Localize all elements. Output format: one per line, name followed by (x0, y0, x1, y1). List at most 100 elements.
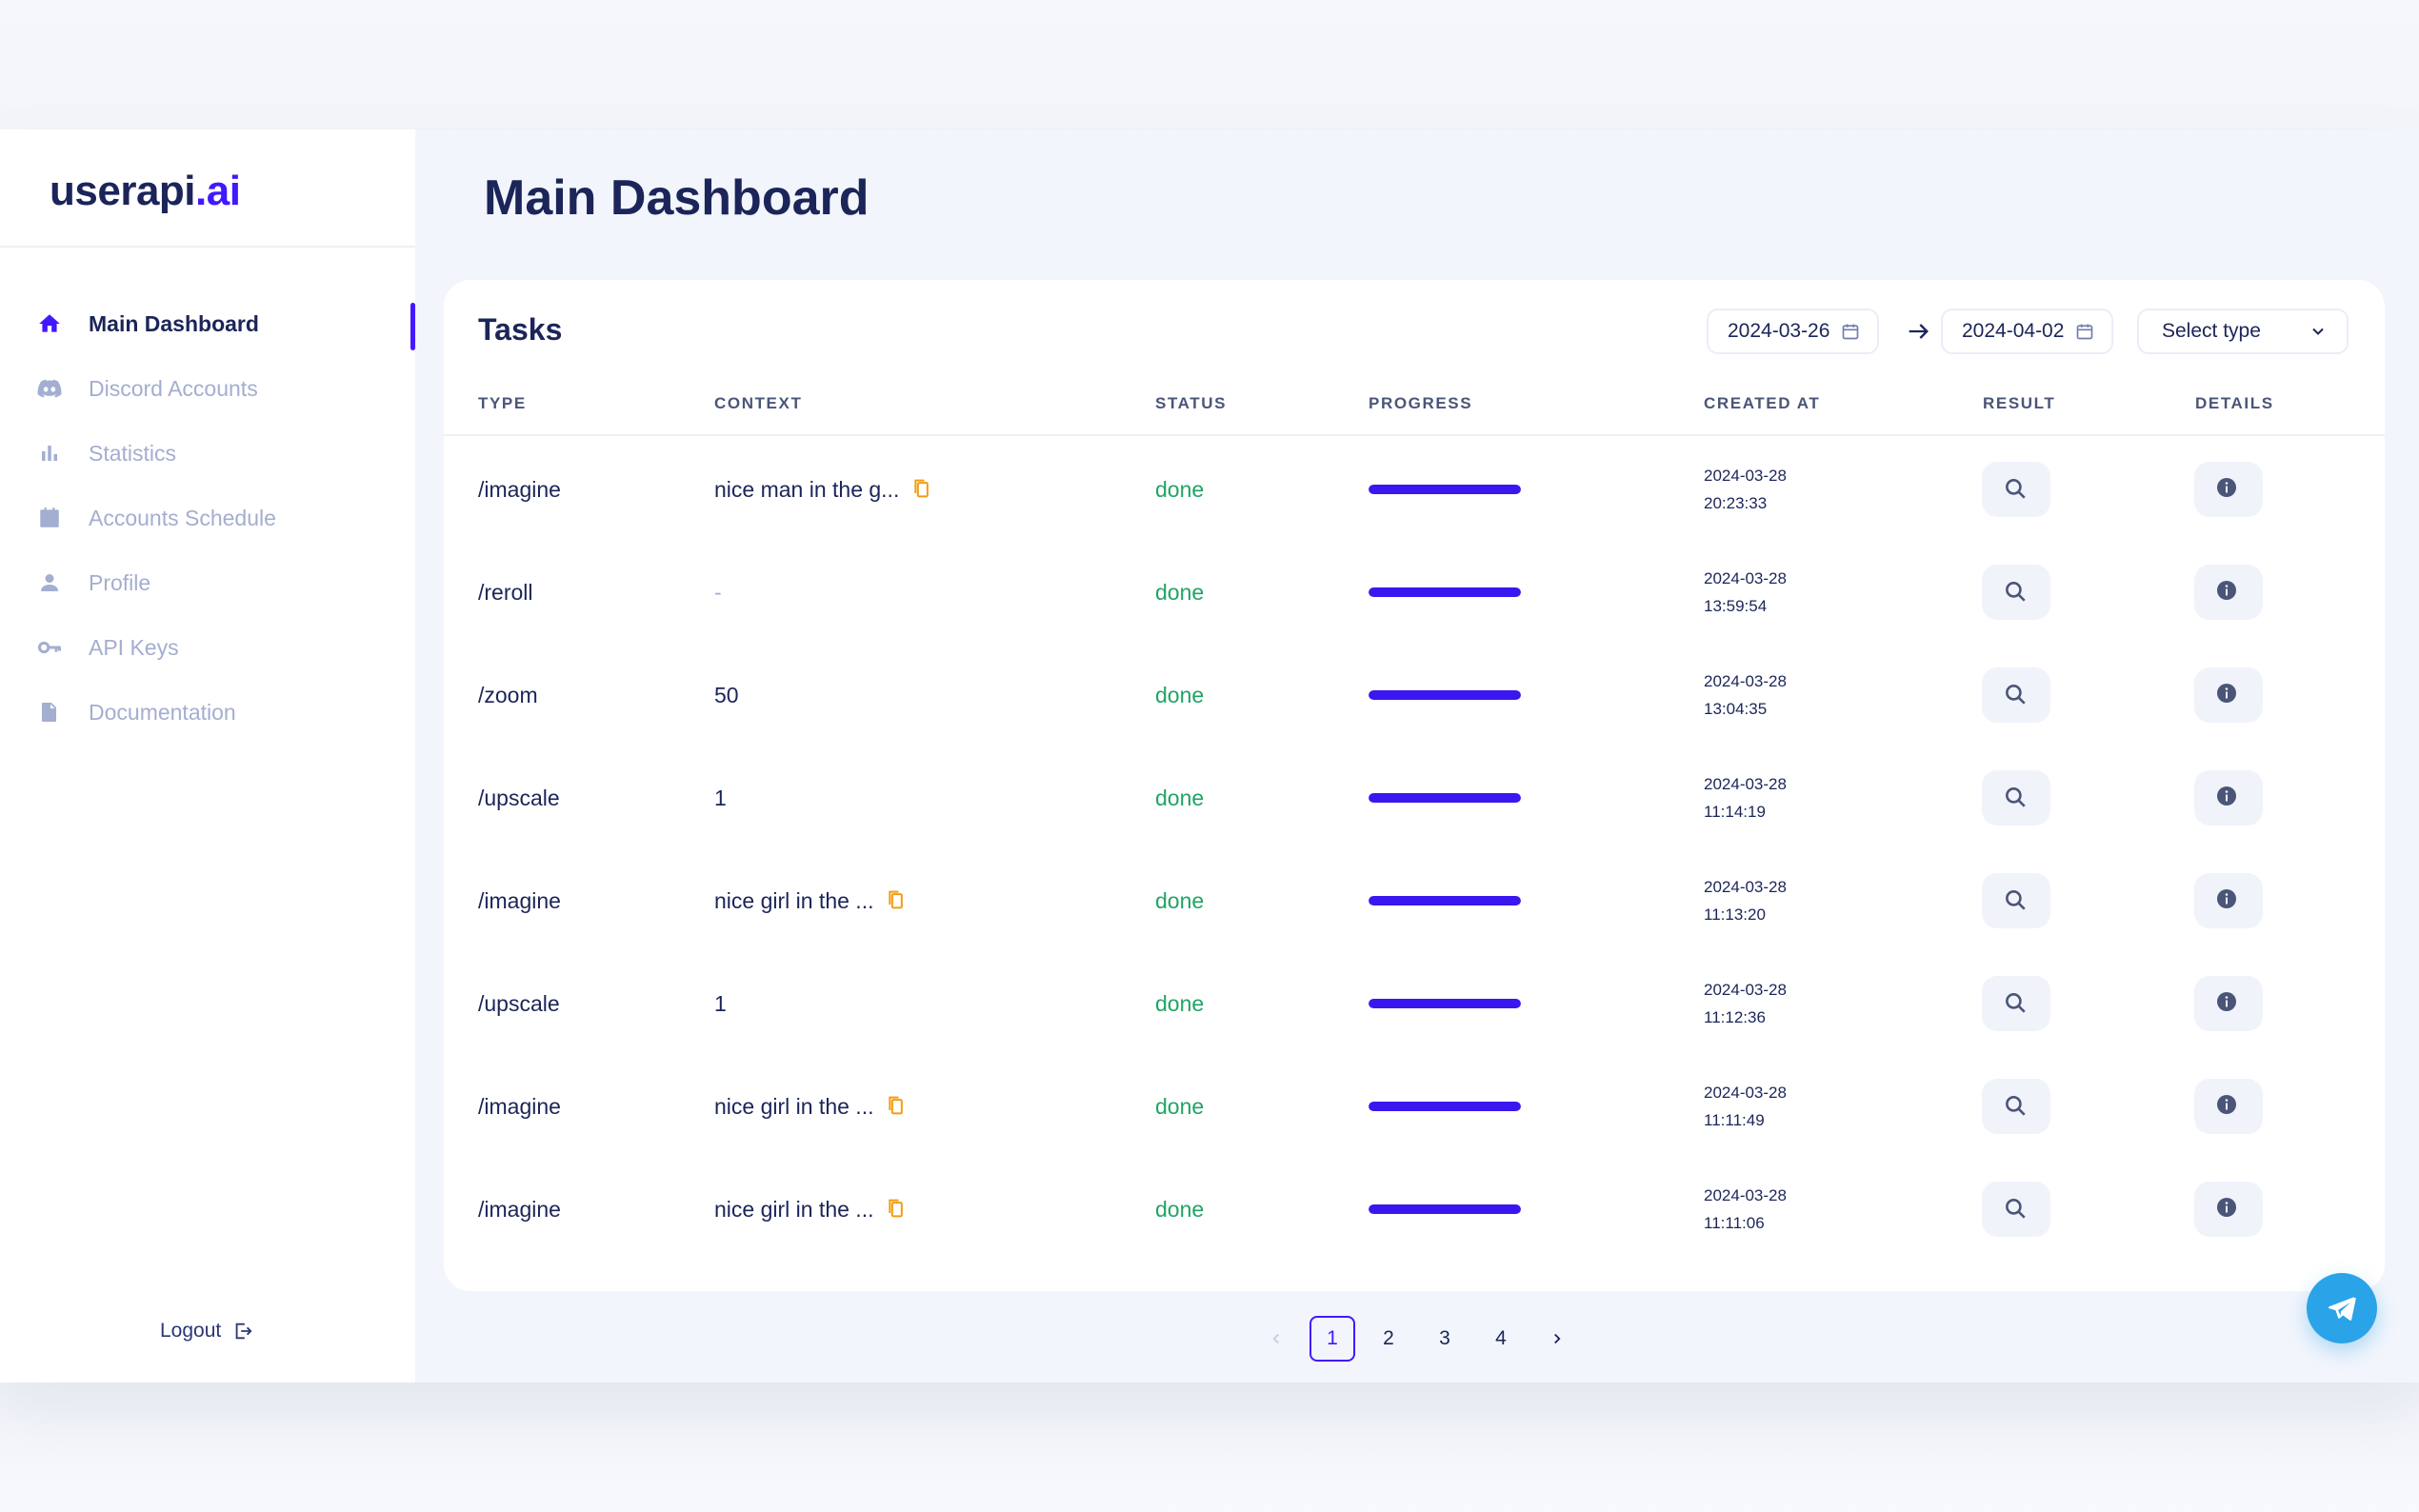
view-details-button[interactable] (2194, 667, 2263, 723)
progress-bar (1369, 1102, 1521, 1111)
progress-bar (1369, 1204, 1521, 1214)
copy-icon[interactable] (887, 1094, 908, 1119)
sidebar-item-statistics[interactable]: Statistics (0, 421, 415, 486)
copy-icon[interactable] (887, 888, 908, 913)
status-badge: done (1155, 476, 1205, 502)
created-time: 11:14:19 (1704, 803, 1766, 821)
sidebar-item-accounts-schedule[interactable]: Accounts Schedule (0, 486, 415, 550)
page-button-3[interactable]: 3 (1439, 1327, 1450, 1349)
view-details-button[interactable] (2194, 565, 2263, 620)
status-badge: done (1155, 785, 1205, 810)
status-badge: done (1155, 1196, 1205, 1222)
view-details-button[interactable] (2194, 1079, 2263, 1134)
view-result-button[interactable] (1982, 770, 2050, 826)
view-details-button[interactable] (2194, 462, 2263, 517)
sidebar: userapi.ai Main Dashboard Discord Accoun… (0, 129, 415, 1383)
cell-type: /upscale (478, 785, 560, 810)
page-button-2[interactable]: 2 (1383, 1327, 1394, 1349)
view-result-button[interactable] (1982, 565, 2050, 620)
cell-progress (1369, 952, 1521, 1055)
view-details-button[interactable] (2194, 770, 2263, 826)
brand-logo[interactable]: userapi.ai (50, 168, 241, 234)
table-row: /imagine nice girl in the ... done 2024-03-… (444, 1055, 2385, 1158)
progress-bar-fill (1369, 896, 1521, 905)
search-icon (2003, 682, 2029, 708)
date-to-value: 2024-04-02 (1962, 320, 2065, 342)
sidebar-item-profile[interactable]: Profile (0, 550, 415, 615)
date-to-picker[interactable]: 2024-04-02 (1941, 308, 2114, 354)
brand-name: userapi (50, 168, 196, 214)
sidebar-item-api-keys[interactable]: API Keys (0, 615, 415, 680)
cell-created-at: 2024-03-28 11:11:06 (1704, 1158, 1787, 1261)
progress-bar-fill (1369, 999, 1521, 1008)
brand-suffix: .ai (195, 168, 241, 214)
cell-result (1982, 1158, 2050, 1261)
column-header-context: CONTEXT (714, 394, 803, 412)
view-result-button[interactable] (1982, 976, 2050, 1031)
view-details-button[interactable] (2194, 976, 2263, 1031)
cell-context: 1 (714, 952, 727, 1055)
logout-button[interactable]: Logout (160, 1320, 253, 1343)
cell-created-at: 2024-03-28 11:11:49 (1704, 1055, 1787, 1158)
created-date: 2024-03-28 (1704, 775, 1787, 793)
page-button-4[interactable]: 4 (1495, 1327, 1507, 1349)
type-select-placeholder: Select type (2162, 320, 2261, 342)
page-button-1[interactable]: 1 (1309, 1316, 1355, 1362)
prev-page-button[interactable] (1253, 1316, 1299, 1362)
chevron-down-icon (2309, 322, 2328, 341)
tasks-table-body: /imagine nice man in the g... done 2024-03-… (444, 438, 2385, 1261)
table-row: /imagine nice girl in the ... done 2024-03-… (444, 849, 2385, 952)
table-row: /upscale 1 done 2024-03-28 11:12:36 (444, 952, 2385, 1055)
view-result-button[interactable] (1982, 1079, 2050, 1134)
bottom-backdrop (0, 1383, 2419, 1512)
cell-result (1982, 952, 2050, 1055)
cell-details (2194, 746, 2263, 849)
cell-context: 1 (714, 746, 727, 849)
tasks-card: Tasks 2024-03-26 2024-04-02 Select type … (444, 280, 2385, 1291)
progress-bar-fill (1369, 793, 1521, 803)
type-select[interactable]: Select type (2137, 308, 2349, 354)
view-details-button[interactable] (2194, 873, 2263, 928)
search-icon (2003, 1093, 2029, 1120)
cell-result (1982, 1055, 2050, 1158)
view-details-button[interactable] (2194, 1182, 2263, 1237)
sidebar-item-documentation[interactable]: Documentation (0, 680, 415, 745)
cell-progress (1369, 541, 1521, 644)
progress-bar (1369, 485, 1521, 494)
progress-bar-fill (1369, 1204, 1521, 1214)
cell-created-at: 2024-03-28 11:12:36 (1704, 952, 1787, 1055)
created-time: 11:12:36 (1704, 1008, 1766, 1026)
cell-progress (1369, 438, 1521, 541)
cell-created-at: 2024-03-28 20:23:33 (1704, 438, 1787, 541)
view-result-button[interactable] (1982, 873, 2050, 928)
calendar-icon (2075, 322, 2094, 341)
next-page-button[interactable] (1534, 1316, 1580, 1362)
created-time: 13:59:54 (1704, 597, 1768, 615)
copy-icon[interactable] (912, 477, 933, 502)
cell-context: 50 (714, 644, 739, 746)
cell-progress (1369, 1158, 1521, 1261)
cell-result (1982, 541, 2050, 644)
progress-bar (1369, 587, 1521, 597)
sidebar-item-label: Main Dashboard (89, 310, 259, 336)
cell-type: /zoom (478, 682, 538, 707)
view-result-button[interactable] (1982, 462, 2050, 517)
context-text: 1 (714, 785, 727, 810)
context-text: nice girl in the ... (714, 1196, 874, 1222)
document-icon (36, 699, 63, 726)
view-result-button[interactable] (1982, 667, 2050, 723)
created-date: 2024-03-28 (1704, 467, 1787, 485)
sidebar-item-main-dashboard[interactable]: Main Dashboard (0, 291, 415, 356)
table-row: /zoom 50 done 2024-03-28 13:04:35 (444, 644, 2385, 746)
search-icon (2003, 887, 2029, 914)
cell-context: nice girl in the ... (714, 1055, 908, 1158)
copy-icon[interactable] (887, 1197, 908, 1222)
created-date: 2024-03-28 (1704, 878, 1787, 896)
cell-type: /imagine (478, 1093, 561, 1119)
sidebar-item-label: Documentation (89, 699, 236, 725)
view-result-button[interactable] (1982, 1182, 2050, 1237)
date-from-picker[interactable]: 2024-03-26 (1707, 308, 1880, 354)
sidebar-item-label: Profile (89, 569, 151, 595)
sidebar-item-discord-accounts[interactable]: Discord Accounts (0, 356, 415, 421)
telegram-support-button[interactable] (2307, 1273, 2377, 1343)
